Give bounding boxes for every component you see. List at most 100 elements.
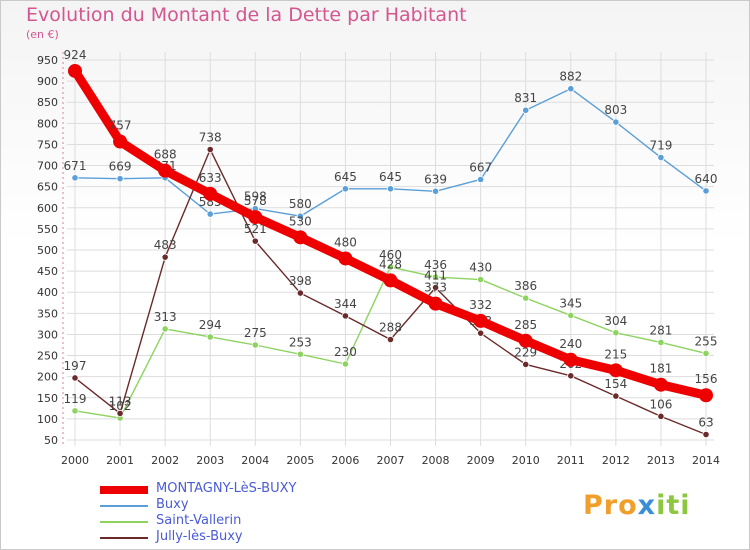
- proxiti-logo: Proxiti: [583, 490, 691, 521]
- x-tick-label: 2006: [331, 454, 359, 467]
- data-point-montagny-l-s-buxy: [113, 134, 128, 149]
- y-tick-label: 450: [37, 265, 58, 278]
- data-label-buxy: 640: [695, 172, 718, 186]
- x-tick-label: 2007: [377, 454, 405, 467]
- data-label-saint-vallerin: 281: [649, 323, 672, 337]
- data-label-saint-vallerin: 275: [244, 326, 267, 340]
- data-point-saint-vallerin: [522, 294, 530, 302]
- data-label-buxy: 667: [469, 160, 492, 174]
- x-tick-label: 2010: [512, 454, 540, 467]
- x-tick-label: 2002: [151, 454, 179, 467]
- data-point-montagny-l-s-buxy: [158, 163, 173, 178]
- x-tick-label: 2011: [557, 454, 585, 467]
- x-tick-label: 2005: [286, 454, 314, 467]
- data-label-buxy: 598: [244, 190, 267, 204]
- data-point-saint-vallerin: [251, 341, 259, 349]
- legend-item-jully: Jully-lès-Buxy: [100, 529, 340, 544]
- data-point-buxy: [116, 175, 124, 183]
- data-label-saint-vallerin: 430: [469, 261, 492, 275]
- data-point-montagny-l-s-buxy: [68, 63, 82, 78]
- y-tick-label: 350: [37, 307, 58, 320]
- y-tick-label: 800: [37, 117, 58, 130]
- data-point-jully-l-s-buxy: [612, 392, 620, 400]
- data-point-buxy: [657, 153, 665, 162]
- data-label-montagny-l-s-buxy: 924: [64, 48, 87, 62]
- data-label-montagny-l-s-buxy: 530: [289, 214, 312, 228]
- data-label-jully-l-s-buxy: 288: [379, 321, 402, 335]
- data-point-buxy: [431, 187, 440, 195]
- data-label-saint-vallerin: 230: [334, 345, 357, 359]
- y-tick-label: 550: [37, 223, 58, 236]
- data-label-jully-l-s-buxy: 483: [154, 238, 177, 252]
- data-point-saint-vallerin: [386, 263, 395, 271]
- data-point-montagny-l-s-buxy: [473, 313, 488, 328]
- data-point-montagny-l-s-buxy: [563, 352, 578, 367]
- legend-swatch-montagny: [100, 486, 148, 494]
- data-label-montagny-l-s-buxy: 215: [604, 347, 627, 361]
- data-point-montagny-l-s-buxy: [383, 273, 398, 288]
- data-label-buxy: 803: [604, 103, 627, 117]
- y-tick-label: 100: [37, 413, 58, 426]
- data-point-buxy: [522, 106, 530, 114]
- data-point-jully-l-s-buxy: [71, 374, 79, 382]
- data-point-montagny-l-s-buxy: [608, 363, 623, 378]
- data-point-montagny-l-s-buxy: [248, 210, 263, 225]
- data-point-saint-vallerin: [71, 407, 79, 415]
- x-tick-label: 2003: [196, 454, 224, 467]
- x-tick-label: 2004: [241, 454, 269, 467]
- data-label-jully-l-s-buxy: 344: [334, 297, 357, 311]
- y-tick-label: 50: [44, 434, 58, 447]
- data-label-jully-l-s-buxy: 63: [698, 416, 713, 430]
- x-tick-label: 2008: [422, 454, 450, 467]
- data-point-buxy: [71, 174, 79, 182]
- data-label-montagny-l-s-buxy: 633: [199, 171, 222, 185]
- legend: MONTAGNY-LèS-BUXY Buxy Saint-Vallerin Ju…: [100, 481, 340, 548]
- y-tick-label: 650: [37, 181, 58, 194]
- data-label-jully-l-s-buxy: 106: [649, 397, 672, 411]
- y-tick-label: 600: [37, 202, 58, 215]
- legend-item-montagny: MONTAGNY-LèS-BUXY: [100, 481, 340, 496]
- data-label-saint-vallerin: 253: [289, 335, 312, 349]
- data-point-saint-vallerin: [161, 325, 169, 333]
- data-point-buxy: [341, 185, 350, 193]
- data-label-saint-vallerin: 119: [64, 392, 87, 406]
- data-label-jully-l-s-buxy: 411: [424, 269, 447, 283]
- legend-swatch-jully: [100, 537, 148, 539]
- data-label-jully-l-s-buxy: 229: [514, 345, 537, 359]
- data-label-saint-vallerin: 345: [559, 296, 582, 310]
- data-label-saint-vallerin: 386: [514, 279, 537, 293]
- data-point-jully-l-s-buxy: [341, 312, 350, 320]
- data-point-saint-vallerin: [206, 333, 214, 341]
- data-label-saint-vallerin: 294: [199, 318, 222, 332]
- data-label-buxy: 719: [649, 139, 672, 153]
- legend-label-saint-vallerin: Saint-Vallerin: [156, 513, 242, 528]
- y-tick-label: 300: [37, 328, 58, 341]
- data-point-saint-vallerin: [296, 350, 304, 358]
- data-label-montagny-l-s-buxy: 181: [649, 362, 672, 376]
- y-tick-label: 400: [37, 286, 58, 299]
- data-point-saint-vallerin: [431, 273, 440, 281]
- data-label-buxy: 645: [334, 170, 357, 184]
- data-label-montagny-l-s-buxy: 240: [559, 337, 582, 351]
- data-point-buxy: [612, 118, 620, 126]
- legend-swatch-saint-vallerin: [100, 521, 148, 523]
- data-point-saint-vallerin: [477, 275, 485, 284]
- data-label-saint-vallerin: 436: [424, 258, 447, 272]
- y-tick-label: 700: [37, 160, 58, 173]
- data-label-buxy: 882: [559, 70, 582, 84]
- y-tick-label: 950: [37, 54, 58, 67]
- data-point-montagny-l-s-buxy: [338, 251, 353, 266]
- legend-item-saint-vallerin: Saint-Vallerin: [100, 513, 340, 528]
- data-point-saint-vallerin: [657, 338, 665, 347]
- legend-label-montagny: MONTAGNY-LèS-BUXY: [156, 481, 297, 496]
- y-tick-label: 150: [37, 392, 58, 405]
- data-label-montagny-l-s-buxy: 156: [695, 372, 718, 386]
- data-point-jully-l-s-buxy: [702, 430, 710, 439]
- data-point-buxy: [206, 210, 214, 218]
- x-tick-label: 2014: [692, 454, 720, 467]
- x-tick-label: 2000: [61, 454, 89, 467]
- data-label-jully-l-s-buxy: 521: [244, 222, 267, 236]
- data-label-buxy: 669: [109, 160, 132, 174]
- x-tick-label: 2013: [647, 454, 675, 467]
- legend-label-jully: Jully-lès-Buxy: [156, 529, 243, 544]
